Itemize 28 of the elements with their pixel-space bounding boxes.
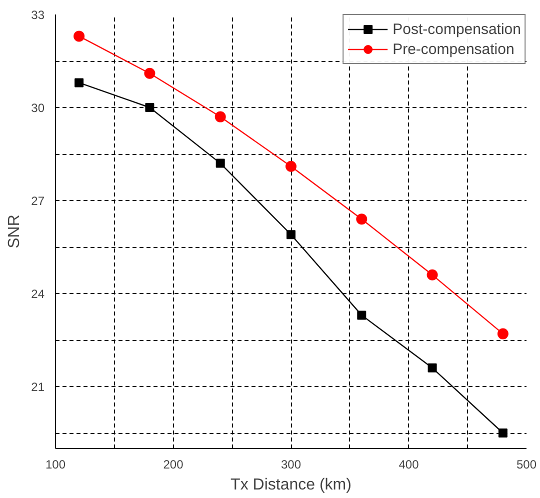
x-tick-label: 200 bbox=[163, 458, 184, 472]
y-tick-label: 33 bbox=[31, 8, 45, 22]
point bbox=[426, 269, 438, 280]
legend-label: Post-compensation bbox=[392, 20, 521, 38]
y-tick-label: 21 bbox=[31, 380, 45, 394]
point bbox=[74, 30, 85, 42]
y-tick-label: 24 bbox=[31, 287, 45, 301]
point bbox=[498, 428, 508, 438]
y-axis-title: SNR bbox=[6, 214, 24, 248]
y-tick-label: 30 bbox=[31, 101, 45, 115]
point bbox=[286, 230, 296, 240]
point bbox=[356, 214, 368, 225]
point bbox=[145, 103, 154, 112]
x-tick-label: 400 bbox=[398, 458, 420, 472]
legend-label: Pre-compensation bbox=[392, 40, 514, 58]
y-tick-label: 27 bbox=[31, 194, 45, 208]
x-tick-label: 500 bbox=[516, 458, 537, 472]
point bbox=[497, 328, 508, 340]
x-axis-title: Tx Distance (km) bbox=[230, 476, 352, 494]
x-tick-label: 300 bbox=[280, 458, 302, 472]
point bbox=[144, 68, 156, 79]
x-tick-label: 100 bbox=[45, 458, 66, 472]
point bbox=[428, 363, 437, 372]
point bbox=[74, 78, 84, 88]
point bbox=[286, 160, 296, 172]
point bbox=[214, 111, 226, 122]
point bbox=[216, 158, 225, 168]
point bbox=[357, 310, 366, 320]
